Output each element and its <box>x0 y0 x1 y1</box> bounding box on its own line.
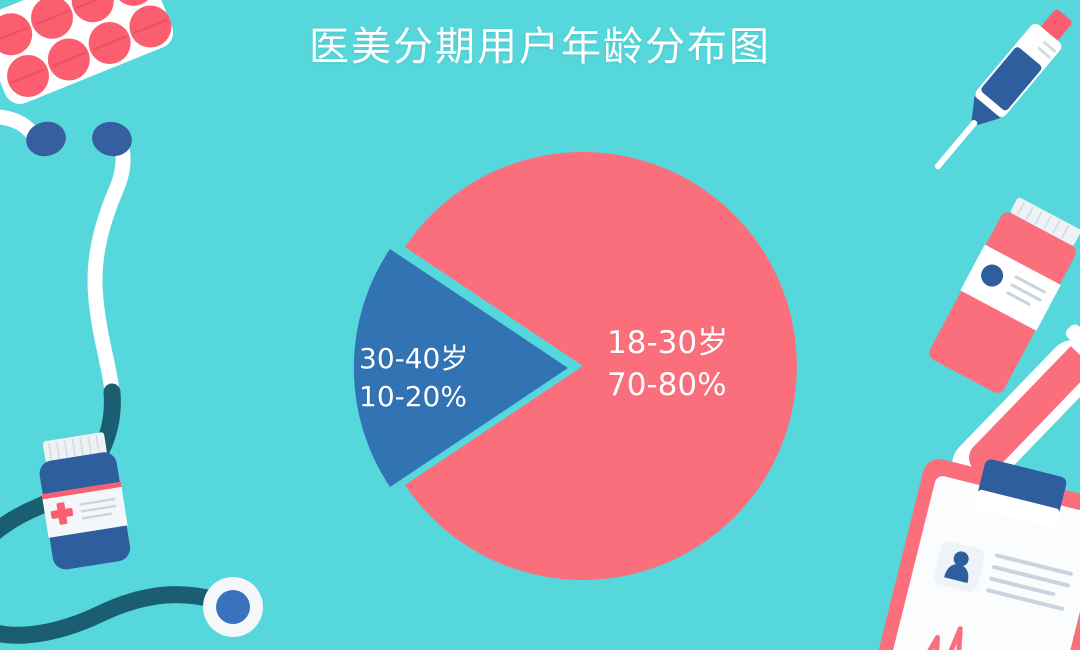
pie-label-30-40: 30-40岁 10-20% <box>359 340 468 416</box>
pie-label-30-40-percent: 10-20% <box>359 380 467 413</box>
pie-label-18-30-age: 18-30岁 <box>607 325 729 361</box>
test-tube-icon <box>952 324 1080 492</box>
pill-blister-pack-icon <box>0 0 174 104</box>
page-title: 医美分期用户年龄分布图 <box>309 24 771 70</box>
pie-label-18-30-percent: 70-80% <box>607 367 727 403</box>
cream-tube-icon <box>929 197 1080 393</box>
syringe-icon <box>934 9 1072 170</box>
medicine-bottle-icon <box>39 432 131 570</box>
pie-slice-30-40[interactable] <box>353 249 568 487</box>
pie-label-18-30: 18-30岁 70-80% <box>607 322 728 406</box>
pie-slice-18-30[interactable] <box>405 151 797 580</box>
medical-clipboard-icon <box>867 458 1080 650</box>
pie-label-30-40-age: 30-40岁 <box>359 342 469 375</box>
